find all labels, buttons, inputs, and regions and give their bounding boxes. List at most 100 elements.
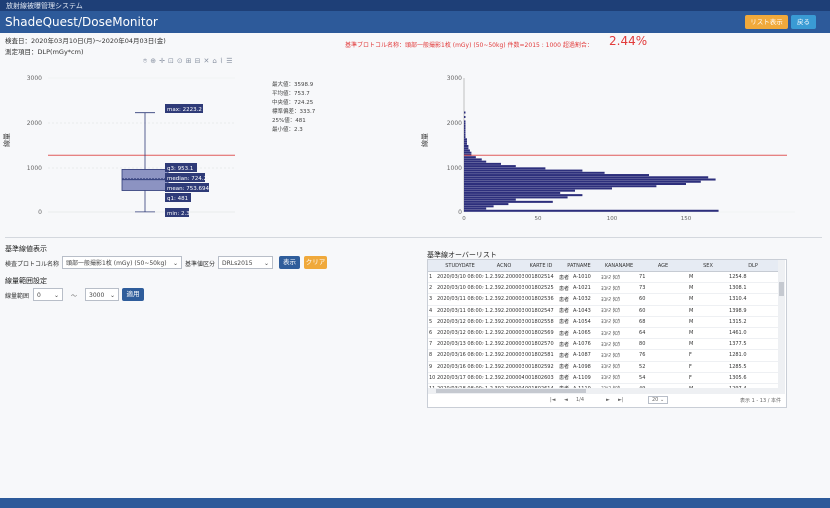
histogram-bar[interactable] [464,182,686,185]
column-header[interactable]: KARTE ID [524,260,558,272]
histogram-bar[interactable] [464,162,501,165]
histogram-bar[interactable] [464,140,467,143]
histogram-bar[interactable] [464,189,575,192]
histogram-bar[interactable] [464,127,466,130]
select-icon[interactable]: ⊡ [167,57,177,65]
q1-label: q1: 481 [167,196,188,202]
column-header[interactable]: PATNAME [558,260,601,272]
column-header[interactable]: KANANAME [600,260,639,272]
histogram-bar[interactable] [464,138,467,141]
column-header[interactable] [428,260,436,272]
histogram-bar[interactable] [464,180,701,183]
histogram-bar[interactable] [464,198,516,201]
histogram-bar[interactable] [464,187,612,190]
histogram-bar[interactable] [464,203,509,206]
pan-icon[interactable]: ✛ [159,57,168,65]
ref-value: DRLs2015 [222,260,253,267]
histogram-bar[interactable] [464,196,568,199]
ref-select[interactable]: DRLs2015 ⌄ [218,256,273,269]
histogram-bar[interactable] [464,171,605,174]
histogram-bar[interactable] [464,129,466,132]
column-header[interactable]: SEX [688,260,729,272]
display-button[interactable]: 表示 [279,256,300,269]
histogram-bar[interactable] [464,169,583,172]
compare-icon[interactable]: ☰ [226,57,236,65]
histogram-bar[interactable] [464,149,470,152]
histogram-bar[interactable] [464,156,476,159]
histogram-bar[interactable] [464,120,466,123]
histogram-bar[interactable] [464,124,466,127]
column-header[interactable]: STUDYDATE [436,260,484,272]
horizontal-scrollbar[interactable] [428,388,785,394]
table-row[interactable]: 112020/03/18 08:00:041.2.392.2000041.200… [428,383,778,388]
histogram-bar[interactable] [464,209,719,212]
histogram-bar[interactable] [464,178,716,181]
histogram-bar[interactable] [464,176,709,179]
column-header[interactable]: AGE [638,260,689,272]
back-button[interactable]: 戻る [791,15,816,29]
histogram-bar[interactable] [464,133,466,136]
table-cell: 80 [638,338,689,351]
column-header[interactable]: ACNO [484,260,524,272]
zoom-icon[interactable]: ⊕ [150,57,160,65]
clear-button[interactable]: クリア [304,256,327,269]
histogram-bar[interactable] [464,200,553,203]
histogram-bar[interactable] [464,185,657,188]
histogram-bar[interactable] [464,158,482,161]
q1-label-bg [165,193,191,202]
histogram-bar[interactable] [464,165,516,168]
scroll-thumb[interactable] [779,282,784,296]
zoom-in-icon[interactable]: ⊞ [185,57,195,65]
histogram-bar[interactable] [464,205,494,208]
histogram-bar[interactable] [464,111,466,114]
histogram-bar[interactable] [464,160,487,163]
zoom-out-icon[interactable]: ⊟ [194,57,204,65]
autoscale-icon[interactable]: ✕ [203,57,213,65]
histogram-bar[interactable] [464,115,466,118]
stat-line: 25%値：481 [272,116,306,124]
page-size-select[interactable]: 20 ⌄ [648,396,669,404]
table-cell: 5 [428,316,436,328]
histogram-bar[interactable] [464,174,649,177]
lasso-icon[interactable]: ⊙ [176,57,186,65]
histogram-bar[interactable] [464,207,487,210]
histogram-bar[interactable] [464,194,583,197]
stat-line: 標準偏差：333.7 [272,107,316,115]
histogram-bar[interactable] [464,151,472,154]
histogram-bar[interactable] [464,145,469,148]
histogram-bar[interactable] [464,142,467,145]
histogram-bar[interactable] [464,131,466,134]
histogram-bar[interactable] [464,122,466,125]
range-to-select[interactable]: 3000 ⌄ [85,288,119,301]
column-header[interactable]: DLP [728,260,778,272]
list-view-button[interactable]: リスト表示 [745,15,788,29]
range-from-select[interactable]: 0 ⌄ [33,288,63,301]
histogram-bar[interactable] [464,147,469,150]
table-cell: 患者 [558,293,572,306]
histogram-bar[interactable] [464,167,546,170]
spike-icon[interactable]: ⌇ [219,57,227,65]
protocol-select[interactable]: 頭部一般撮影1枚 (mGy) (50~50kg) ⌄ [62,256,182,269]
histogram-bar[interactable] [464,191,561,194]
vertical-scrollbar[interactable] [778,260,785,388]
scroll-thumb[interactable] [436,389,586,393]
histogram-bar[interactable] [464,136,466,139]
reset-icon[interactable]: ⌂ [212,57,220,65]
last-page-button[interactable]: ►| [618,397,624,403]
section-ref-title: 基準線値表示 [5,245,47,253]
apply-button[interactable]: 適用 [122,288,144,301]
camera-icon[interactable]: ⌾ [143,57,151,65]
prev-page-button[interactable]: ◄ [564,397,568,403]
next-page-button[interactable]: ► [606,397,610,403]
first-page-button[interactable]: |◄ [550,397,556,403]
